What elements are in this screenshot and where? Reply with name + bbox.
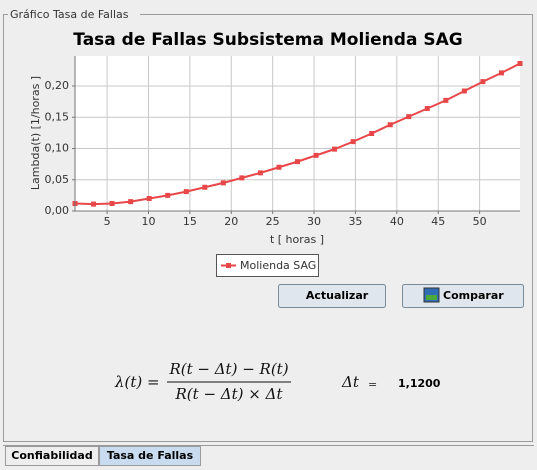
x-tick-label: 20: [224, 215, 238, 228]
tab-label[interactable]: Confiabilidad: [11, 449, 92, 462]
point-marker: [350, 139, 356, 145]
y-tick-label: 0,10: [45, 142, 70, 155]
point-marker: [332, 146, 338, 152]
point-marker: [424, 106, 430, 111]
point-marker: [91, 201, 97, 207]
point-marker: [128, 199, 134, 205]
point-marker: [257, 170, 263, 176]
legend-label: Molienda SAG: [240, 259, 316, 272]
panel-title: Gráfico Tasa de Fallas: [10, 8, 129, 21]
x-tick-label: 30: [307, 215, 321, 228]
tab[interactable]: Confiabilidad: [5, 446, 99, 466]
formula-lhs: λ(t) =: [114, 373, 160, 391]
panel-border: [3, 14, 533, 442]
point-marker: [461, 88, 467, 94]
point-marker: [239, 175, 245, 181]
button-icon-detail: [426, 295, 437, 300]
plot-area: [75, 56, 520, 211]
x-axis-label: t [ horas ]: [270, 233, 324, 246]
x-tick-label: 25: [266, 215, 280, 228]
point-marker: [165, 192, 171, 198]
point-marker: [146, 196, 152, 201]
point-marker: [313, 152, 319, 158]
point-marker: [480, 79, 486, 85]
point-marker: [202, 184, 208, 190]
legend: [216, 254, 319, 277]
y-tick-label: 0,00: [45, 204, 70, 217]
x-tick-label: 40: [390, 215, 404, 228]
formula-denominator: R(t − Δt) × Δt: [175, 385, 284, 403]
point-marker: [220, 180, 226, 186]
button-label[interactable]: Comparar: [443, 289, 504, 302]
point-marker: [517, 61, 523, 66]
delta-label: Δt: [341, 373, 360, 391]
tab[interactable]: Tasa de Fallas: [99, 446, 201, 466]
tab-frame[interactable]: [5, 446, 99, 466]
chart-title: Tasa de Fallas Subsistema Molienda SAG: [73, 30, 462, 50]
y-tick-label: 0,15: [45, 110, 70, 123]
x-tick-label: 10: [142, 215, 156, 228]
button-label[interactable]: Actualizar: [306, 289, 369, 302]
chart: 0,00 0,05 0,10 0,15 0,20 5 10 15 20 25 30 35 40 45 50: [45, 56, 523, 228]
point-marker: [406, 114, 412, 120]
point-marker: [369, 131, 375, 136]
point-marker: [295, 159, 300, 165]
panel-title-bg: [8, 8, 140, 22]
y-axis-label: Lambda(t) [1/horas ]: [29, 76, 42, 190]
point-marker: [387, 122, 393, 128]
point-marker: [498, 70, 504, 76]
y-tick-label: 0,20: [45, 79, 70, 92]
button[interactable]: Actualizar: [278, 284, 386, 308]
point-marker: [109, 201, 115, 206]
point-marker: [183, 189, 189, 195]
y-tick-label: 0,05: [45, 173, 70, 186]
button[interactable]: Comparar: [402, 284, 524, 308]
x-tick-label: 15: [183, 215, 197, 228]
tab-frame[interactable]: [99, 446, 201, 466]
point-marker: [276, 164, 282, 170]
delta-value: 1,1200: [398, 377, 441, 390]
delta-equals: =: [368, 378, 377, 391]
legend-swatch-marker: [226, 263, 231, 268]
point-marker: [443, 97, 449, 103]
button-frame[interactable]: [278, 284, 386, 308]
tab-label[interactable]: Tasa de Fallas: [107, 449, 194, 462]
x-tick-label: 5: [104, 215, 111, 228]
x-tick-label: 35: [348, 215, 362, 228]
formula-numerator: R(t − Δt) − R(t): [168, 360, 288, 378]
x-tick-label: 45: [431, 215, 445, 228]
x-tick-label: 50: [473, 215, 487, 228]
